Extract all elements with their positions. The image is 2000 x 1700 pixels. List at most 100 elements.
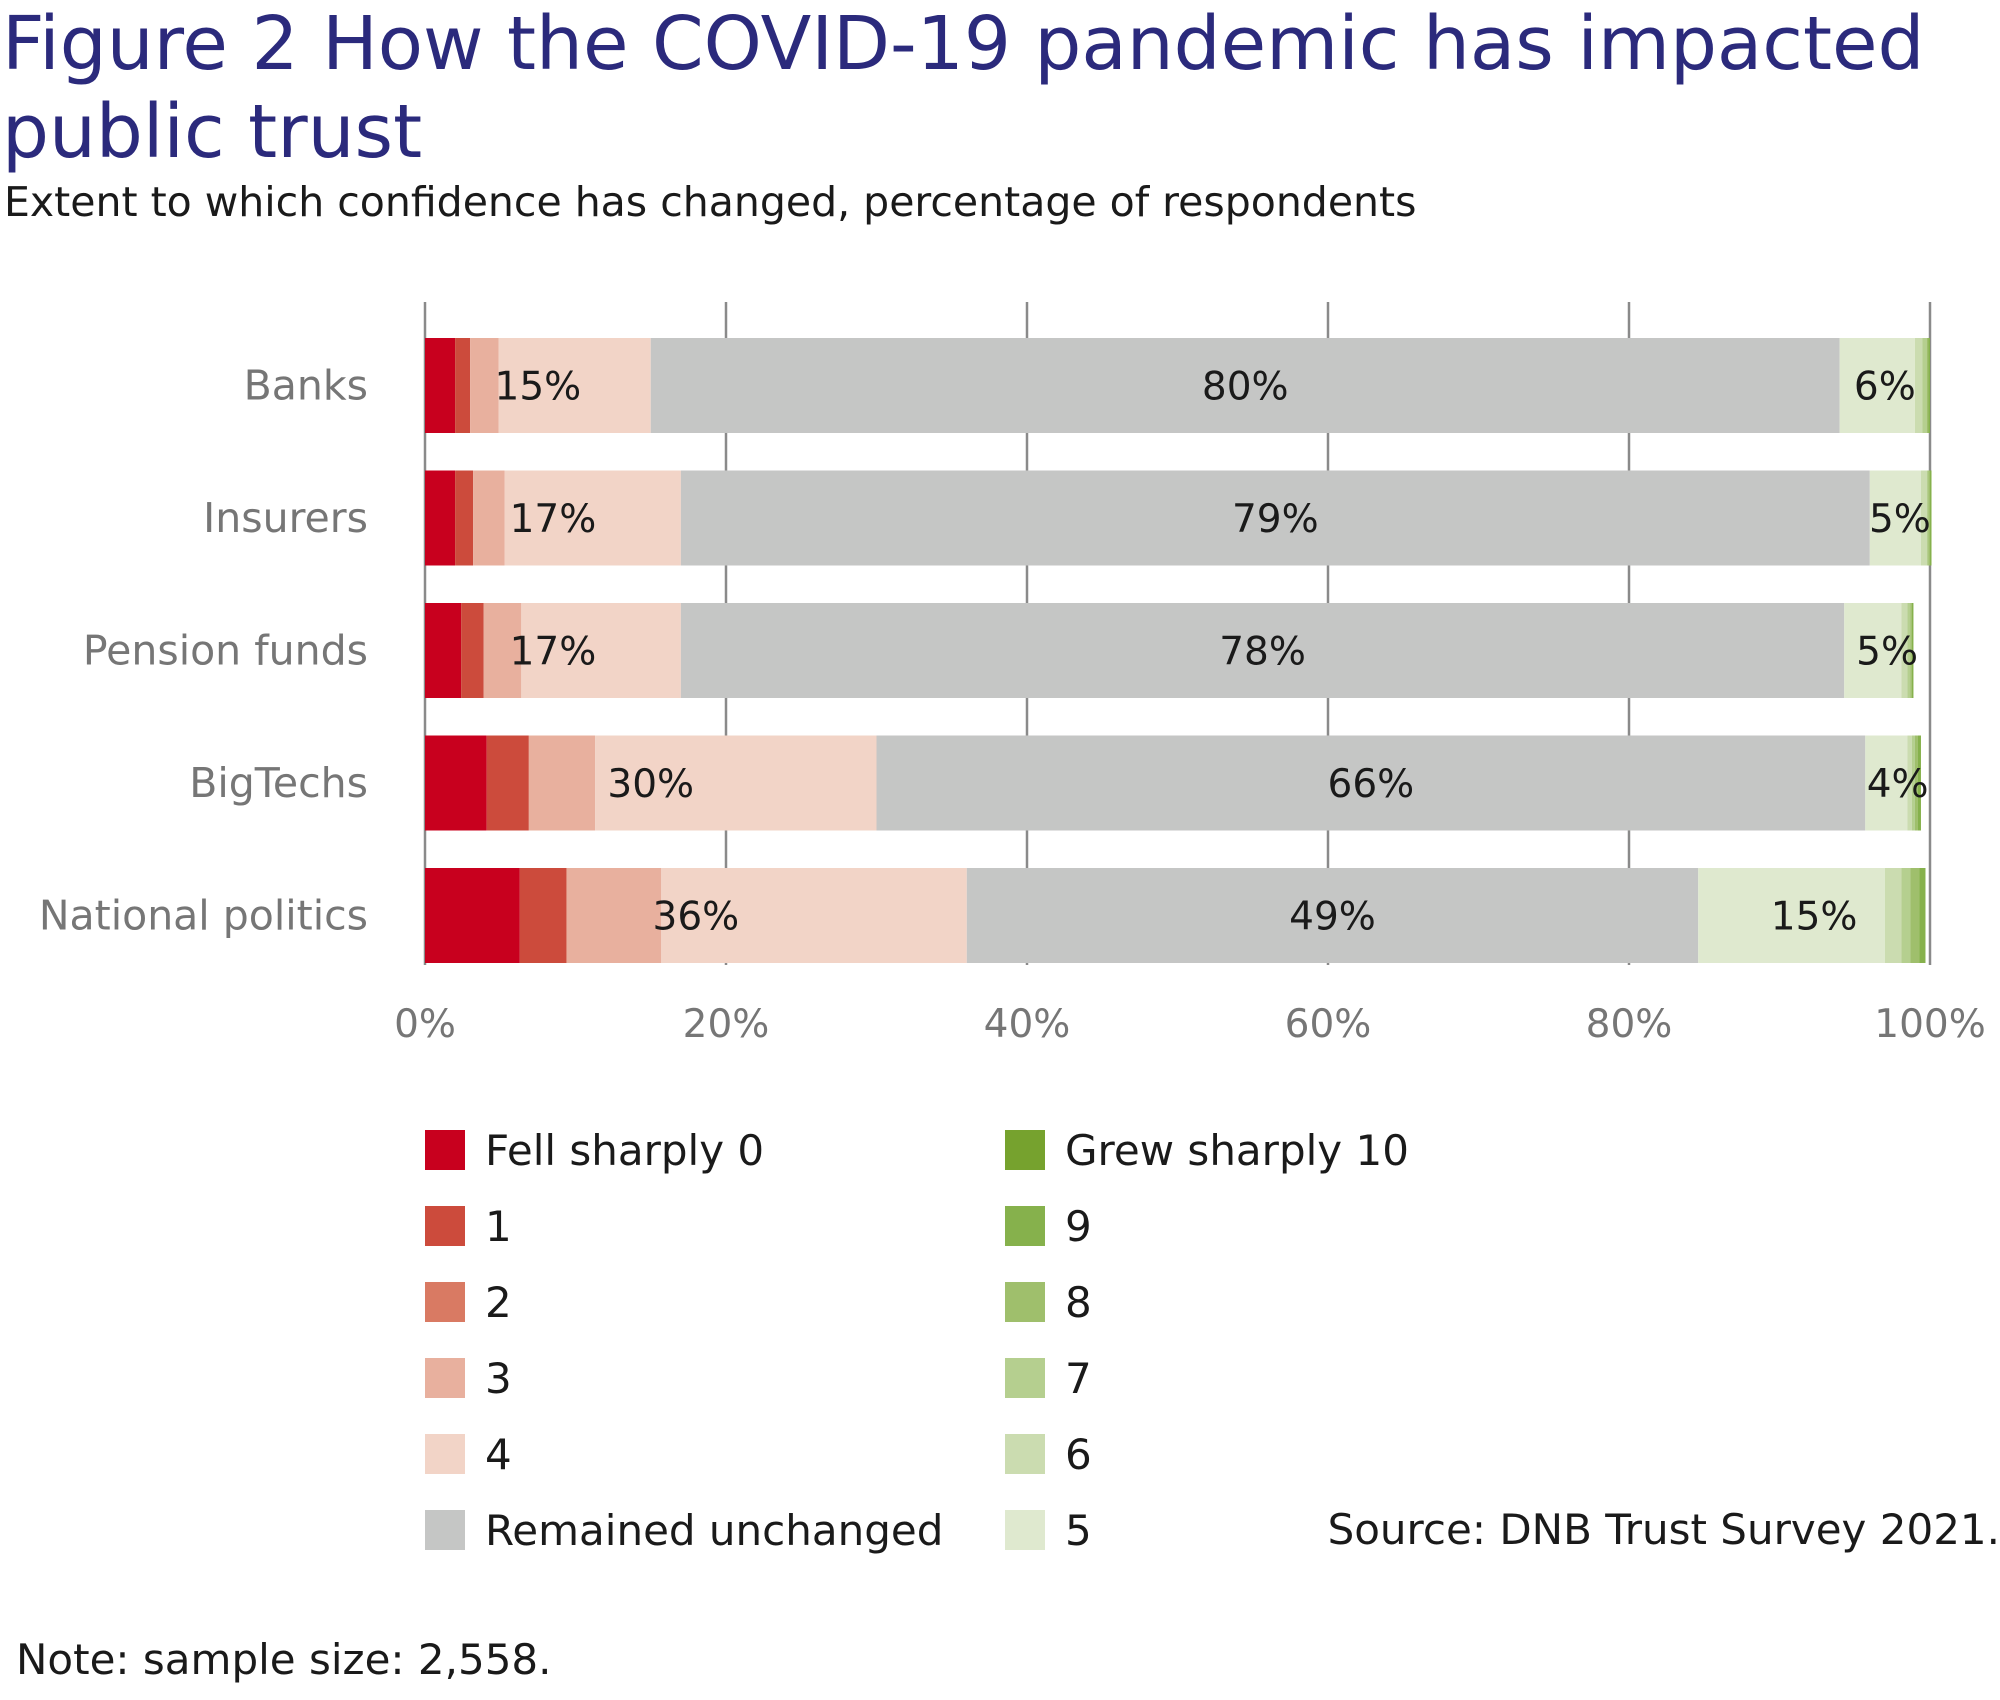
category-label: Insurers — [203, 494, 368, 542]
bar-segment — [1920, 470, 1927, 566]
legend-swatch — [1005, 1434, 1045, 1474]
legend-swatch — [1005, 1206, 1045, 1246]
bar-segment — [455, 338, 471, 433]
legend-swatch — [1005, 1282, 1045, 1322]
x-tick-label: 40% — [984, 1002, 1071, 1047]
legend-swatch — [1005, 1510, 1045, 1550]
bar-segment — [966, 868, 1699, 963]
bar-segment — [455, 470, 474, 566]
legend-swatch — [425, 1510, 465, 1550]
category-labels: Banks Insurers Pension funds BigTechs Nation… — [39, 362, 368, 940]
legend-label: Fell sharply 0 — [485, 1125, 765, 1175]
stacked-bar-chart: 15% 80% 6% 17% 79% 5% 17% 78% 5% 30% 66% 4% 36% 49% 15… — [39, 302, 1986, 1047]
bar-segment — [425, 470, 456, 566]
data-label-unchanged: 78% — [1219, 630, 1306, 675]
category-label: National politics — [39, 892, 368, 940]
legend-label: 4 — [485, 1429, 512, 1479]
legend-item: Grew sharply 10 — [1005, 1125, 1409, 1175]
bar-segment — [470, 338, 499, 433]
legend-swatch — [425, 1130, 465, 1170]
legend-label: 7 — [1065, 1353, 1092, 1403]
bar-segment — [1928, 338, 1930, 433]
bar-segment — [1884, 868, 1902, 963]
source-note: Source: DNB Trust Survey 2021. — [1327, 1505, 2000, 1554]
data-label-grew: 5% — [1869, 497, 1931, 542]
legend-swatch — [425, 1206, 465, 1246]
legend-item: 7 — [1005, 1353, 1092, 1403]
bar-segment — [425, 735, 487, 831]
bar-segment — [876, 735, 1866, 831]
bar-segment — [1928, 470, 1930, 566]
x-tick-label: 20% — [683, 1002, 770, 1047]
bar-segment — [650, 338, 1840, 433]
legend-label: 6 — [1065, 1429, 1092, 1479]
legend-item: 1 — [425, 1201, 512, 1251]
data-label-fell: 36% — [653, 895, 740, 940]
bar-segment — [498, 338, 651, 433]
data-label-unchanged: 49% — [1289, 895, 1376, 940]
legend-swatch — [425, 1282, 465, 1322]
bar-segment — [1911, 735, 1915, 831]
data-label-unchanged: 79% — [1232, 497, 1319, 542]
category-label: BigTechs — [189, 759, 368, 807]
bar-segment — [1907, 735, 1912, 831]
bar-segment — [504, 470, 681, 566]
data-label-grew: 5% — [1856, 630, 1918, 675]
data-label-unchanged: 80% — [1202, 365, 1289, 410]
legend-item: 4 — [425, 1429, 512, 1479]
bar-segment — [1901, 603, 1908, 698]
bar-segment — [519, 868, 567, 963]
legend-swatch — [425, 1358, 465, 1398]
data-label-fell: 17% — [510, 497, 597, 542]
bar-segments — [425, 338, 1932, 963]
bar-segment — [1911, 603, 1914, 698]
legend-label: 5 — [1065, 1505, 1092, 1555]
data-label-fell: 30% — [607, 762, 694, 807]
bar-segment — [566, 868, 662, 963]
legend-label: 1 — [485, 1201, 512, 1251]
bar-segment — [661, 868, 967, 963]
data-label-grew: 15% — [1771, 895, 1858, 940]
sample-size-note: Note: sample size: 2,558. — [16, 1635, 552, 1684]
bar-segment — [1865, 735, 1908, 831]
bar-segment — [1919, 868, 1926, 963]
legend-label: Grew sharply 10 — [1065, 1125, 1409, 1175]
bar-segment — [473, 470, 505, 566]
legend-item: 6 — [1005, 1429, 1092, 1479]
legend-label: Remained unchanged — [485, 1505, 944, 1555]
bar-segment — [1926, 338, 1929, 433]
legend-item: 5 — [1005, 1505, 1092, 1555]
bar-segment — [595, 735, 877, 831]
legend-label: 9 — [1065, 1201, 1092, 1251]
bar-segment — [1922, 338, 1927, 433]
bar-segment — [1926, 470, 1929, 566]
category-label: Banks — [244, 362, 368, 410]
legend-item: 2 — [425, 1277, 512, 1327]
x-tick-label: 60% — [1285, 1002, 1372, 1047]
bar-segment — [528, 735, 596, 831]
data-label-grew: 6% — [1854, 365, 1916, 410]
legend-item: Fell sharply 0 — [425, 1125, 764, 1175]
bar-segment — [680, 603, 1845, 698]
bar-segment — [1907, 603, 1911, 698]
bar-segment — [1917, 735, 1921, 831]
legend-item: 8 — [1005, 1277, 1092, 1327]
bar-segment — [680, 470, 1870, 566]
x-tick-label: 0% — [394, 1002, 456, 1047]
legend-item: Remained unchanged — [425, 1505, 943, 1555]
category-label: Pension funds — [83, 627, 368, 675]
bar-segment — [1839, 338, 1915, 433]
bar-segment — [1698, 868, 1885, 963]
bar-segment — [461, 603, 484, 698]
data-label-fell: 15% — [495, 365, 582, 410]
legend-item: 3 — [425, 1353, 512, 1403]
legend-swatch — [425, 1434, 465, 1474]
data-label-unchanged: 66% — [1328, 762, 1415, 807]
bar-segment — [521, 603, 681, 698]
bar-segment — [1914, 735, 1918, 831]
legend-label: 8 — [1065, 1277, 1092, 1327]
bar-segment — [425, 603, 462, 698]
bar-segment — [1930, 470, 1932, 566]
x-tick-labels: 0% 20% 40% 60% 80% 100% — [394, 1002, 1986, 1047]
bar-segment — [1914, 338, 1923, 433]
